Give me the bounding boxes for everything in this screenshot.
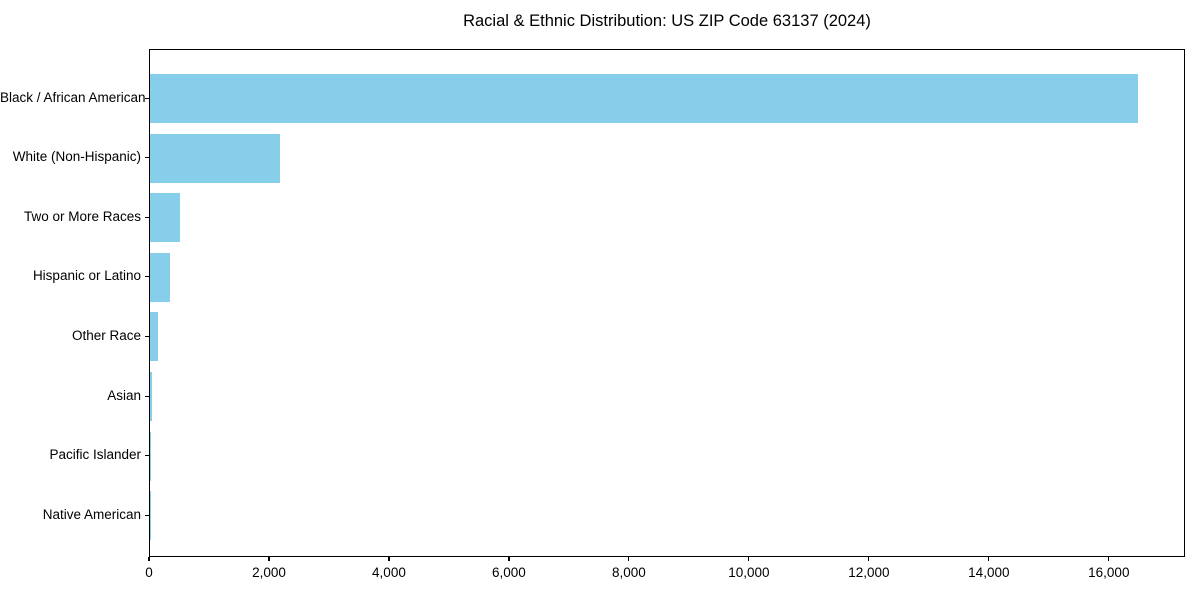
y-tick-mark (145, 395, 149, 397)
x-tick-mark (988, 557, 990, 561)
x-tick-mark (748, 557, 750, 561)
x-tick-label: 12,000 (848, 565, 890, 580)
y-tick-label: Two or More Races (23, 208, 141, 224)
x-tick-label: 2,000 (252, 565, 286, 580)
y-tick-label: Hispanic or Latino (32, 268, 141, 284)
bar-hispanic-or-latino (150, 252, 171, 302)
y-tick-mark (145, 455, 149, 457)
x-tick-mark (1108, 557, 1110, 561)
y-tick-label: Asian (107, 387, 141, 403)
y-tick-label: Native American (42, 506, 141, 522)
plot-area (149, 49, 1185, 557)
y-tick-label: Black / African American (0, 89, 146, 105)
bar-two-or-more-races (150, 193, 180, 243)
x-tick-label: 14,000 (968, 565, 1010, 580)
y-tick-mark (145, 514, 149, 516)
bar-white-non-hispanic (150, 133, 281, 183)
x-tick-mark (268, 557, 270, 561)
y-tick-mark (145, 97, 149, 99)
y-tick-mark (145, 276, 149, 278)
y-tick-label: Other Race (71, 327, 141, 343)
bar-other-race (150, 312, 158, 362)
x-tick-mark (148, 557, 150, 561)
x-tick-label: 16,000 (1088, 565, 1130, 580)
bar-asian (150, 372, 152, 421)
x-tick-label: 10,000 (728, 565, 770, 580)
bar-black-african-american (150, 74, 1138, 123)
x-tick-mark (868, 557, 870, 561)
x-tick-mark (628, 557, 630, 561)
y-tick-label: Pacific Islander (49, 447, 141, 463)
x-tick-mark (508, 557, 510, 561)
x-tick-label: 4,000 (372, 565, 406, 580)
x-tick-mark (388, 557, 390, 561)
y-tick-mark (145, 157, 149, 159)
y-tick-mark (145, 216, 149, 218)
y-tick-mark (145, 335, 149, 338)
x-tick-label: 8,000 (612, 565, 646, 580)
x-tick-label: 6,000 (492, 565, 526, 580)
y-tick-label: White (Non-Hispanic) (12, 149, 141, 165)
bar-pacific-islander (150, 431, 151, 481)
x-tick-label: 0 (145, 565, 153, 580)
chart-title: Racial & Ethnic Distribution: US ZIP Cod… (463, 12, 871, 30)
